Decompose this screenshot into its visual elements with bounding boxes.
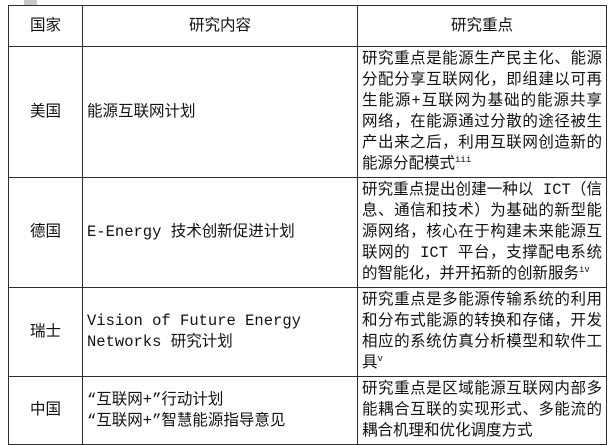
focus-text: 研究重点是能源生产民主化、能源分配分享互联网化，即组建以可再生能源+互联网为基础…: [362, 50, 602, 173]
focus-cell: 研究重点是区域能源互联网内部多能耦合互联的实现形式、多能流的耦合机理和优化调度方…: [357, 376, 607, 445]
endnote-ref: iv: [579, 264, 590, 275]
header-content: 研究内容: [82, 5, 358, 47]
country-cell: 中国: [8, 376, 83, 445]
table-row-china: 中国 “互联网+”行动计划 “互联网+”智慧能源指导意见 研究重点是区域能源互联…: [8, 376, 607, 445]
content-cell: “互联网+”行动计划 “互联网+”智慧能源指导意见: [82, 376, 358, 445]
document-page: 国家 研究内容 研究重点 美国 能源互联网计划 研究重点是能源生产民主化、能源分…: [8, 0, 607, 445]
header-country: 国家: [8, 5, 83, 47]
country-cell: 瑞士: [8, 287, 83, 377]
focus-cell: 研究重点是能源生产民主化、能源分配分享互联网化，即组建以可再生能源+互联网为基础…: [357, 46, 607, 178]
page-edge-artifact: [24, 0, 37, 5]
country-cell: 美国: [8, 46, 83, 178]
endnote-ref: v: [377, 353, 383, 364]
endnote-ref: iii: [455, 154, 472, 165]
header-focus: 研究重点: [357, 5, 607, 47]
research-comparison-table: 国家 研究内容 研究重点 美国 能源互联网计划 研究重点是能源生产民主化、能源分…: [8, 5, 607, 445]
table-row-switzerland: 瑞士 Vision of Future Energy Networks 研究计划…: [8, 287, 607, 377]
focus-text: 研究重点是区域能源互联网内部多能耦合互联的实现形式、多能流的耦合机理和优化调度方…: [362, 380, 602, 440]
table-row-usa: 美国 能源互联网计划 研究重点是能源生产民主化、能源分配分享互联网化，即组建以可…: [8, 46, 607, 178]
focus-text: 研究重点提出创建一种以 ICT（信息、通信和技术）为基础的新型能源网络，核心在于…: [362, 181, 602, 283]
focus-text: 研究重点是多能源传输系统的利用和分布式能源的转换和存储，开发相应的系统仿真分析模…: [362, 291, 602, 372]
table-row-germany: 德国 E-Energy 技术创新促进计划 研究重点提出创建一种以 ICT（信息、…: [8, 177, 607, 288]
table-header-row: 国家 研究内容 研究重点: [8, 5, 607, 47]
content-cell: Vision of Future Energy Networks 研究计划: [82, 287, 358, 377]
content-cell: E-Energy 技术创新促进计划: [82, 177, 358, 288]
focus-cell: 研究重点是多能源传输系统的利用和分布式能源的转换和存储，开发相应的系统仿真分析模…: [357, 287, 607, 377]
content-cell: 能源互联网计划: [82, 46, 358, 178]
focus-cell: 研究重点提出创建一种以 ICT（信息、通信和技术）为基础的新型能源网络，核心在于…: [357, 177, 607, 288]
country-cell: 德国: [8, 177, 83, 288]
